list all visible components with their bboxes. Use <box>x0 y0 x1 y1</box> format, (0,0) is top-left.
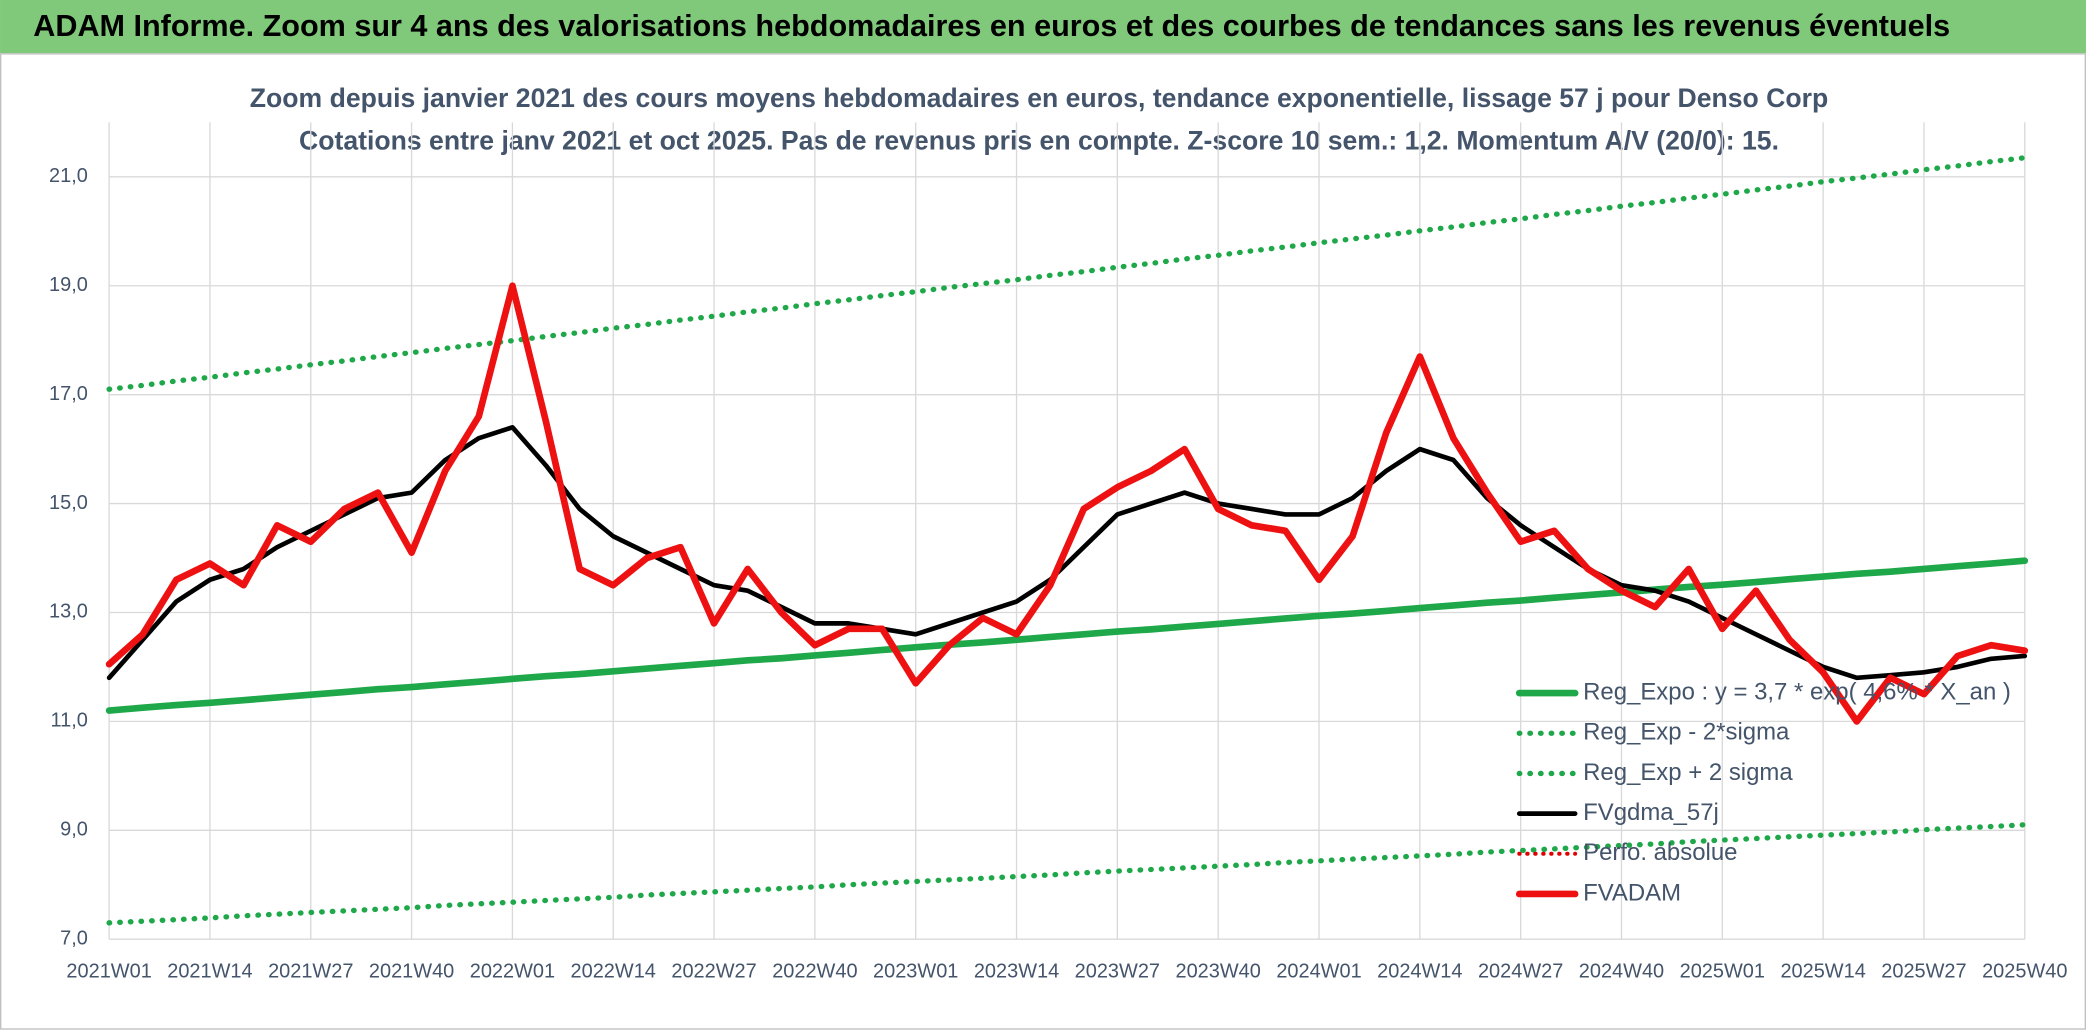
header-title: ADAM Informe. Zoom sur 4 ans des valoris… <box>33 9 1950 43</box>
x-tick-label: 2022W27 <box>671 961 756 983</box>
chart-border <box>0 53 2086 1030</box>
x-tick-label: 2024W27 <box>1478 961 1563 983</box>
x-tick-label: 2024W40 <box>1579 961 1664 983</box>
y-tick-label: 15,0 <box>49 492 88 514</box>
series-line <box>105 282 2029 725</box>
y-tick-label: 17,0 <box>49 383 88 405</box>
x-tick-label: 2021W01 <box>66 961 151 983</box>
x-tick-label: 2024W14 <box>1377 961 1462 983</box>
legend-label: Reg_Exp - 2*sigma <box>1583 719 1790 746</box>
y-tick-label: 13,0 <box>49 601 88 623</box>
x-tick-label: 2022W14 <box>571 961 656 983</box>
series-line <box>106 822 2028 926</box>
x-tick-label: 2021W27 <box>268 961 353 983</box>
x-tick-label: 2022W01 <box>470 961 555 983</box>
legend-label: Reg_Exp + 2 sigma <box>1583 759 1793 786</box>
x-tick-label: 2022W40 <box>772 961 857 983</box>
legend-label: Perfo. absolue <box>1583 839 1737 866</box>
x-tick-label: 2021W40 <box>369 961 454 983</box>
y-tick-label: 11,0 <box>51 710 88 732</box>
x-tick-label: 2023W27 <box>1075 961 1160 983</box>
x-tick-label: 2024W01 <box>1276 961 1361 983</box>
x-tick-label: 2023W40 <box>1176 961 1261 983</box>
y-tick-label: 19,0 <box>49 274 88 296</box>
series-line <box>106 155 2028 392</box>
header-bar <box>0 0 2086 54</box>
legend-label: Reg_Expo : y = 3,7 * exp( 4,6% * X_an ) <box>1583 678 2011 705</box>
chart-title: Zoom depuis janvier 2021 des cours moyen… <box>250 83 1828 113</box>
y-tick-label: 9,0 <box>60 819 88 841</box>
y-tick-label: 21,0 <box>49 165 88 187</box>
x-tick-label: 2021W14 <box>167 961 252 983</box>
x-tick-label: 2023W14 <box>974 961 1059 983</box>
y-tick-label: 7,0 <box>60 927 88 949</box>
x-tick-label: 2025W14 <box>1780 961 1865 983</box>
x-tick-label: 2023W01 <box>873 961 958 983</box>
series-line <box>106 424 2028 681</box>
chart-subtitle: Cotations entre janv 2021 et oct 2025. P… <box>299 125 1779 155</box>
legend-label: FVADAM <box>1583 879 1681 906</box>
series-line <box>105 557 2029 714</box>
x-tick-label: 2025W40 <box>1982 961 2067 983</box>
legend-label: FVgdma_57j <box>1583 799 1719 826</box>
x-tick-label: 2025W27 <box>1881 961 1966 983</box>
x-tick-label: 2025W01 <box>1680 961 1765 983</box>
